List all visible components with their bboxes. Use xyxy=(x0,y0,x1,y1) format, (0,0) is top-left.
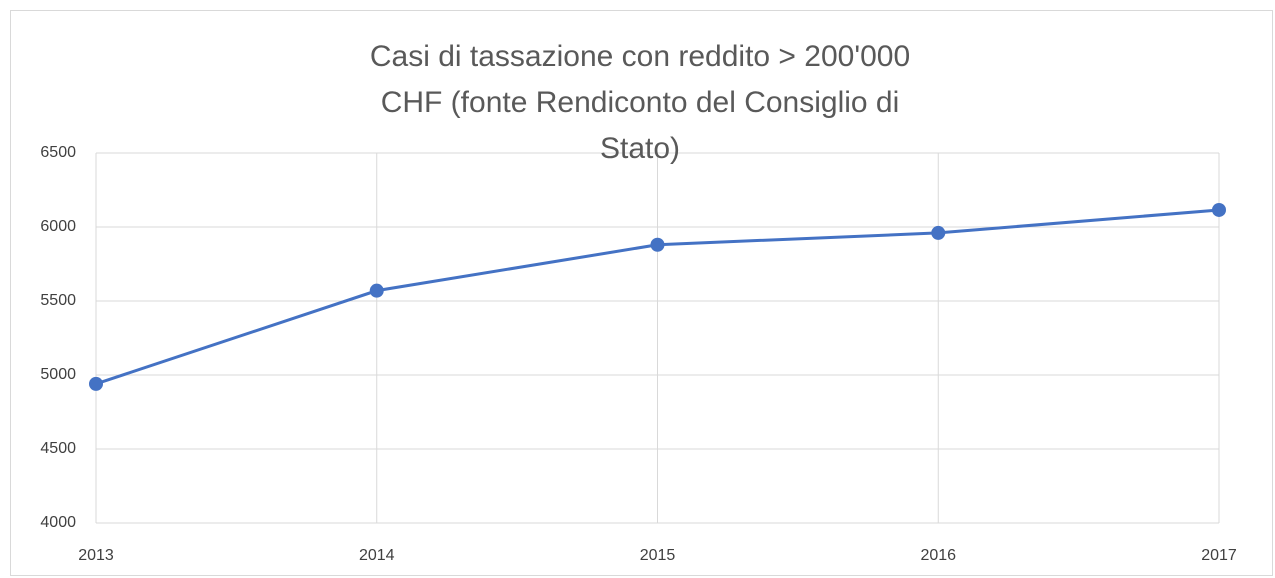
x-tick-label: 2013 xyxy=(78,547,114,564)
marker xyxy=(650,237,665,252)
marker xyxy=(369,283,384,298)
x-tick-label: 2017 xyxy=(1201,547,1237,564)
y-tick-label: 6000 xyxy=(40,218,76,235)
y-tick-label: 4500 xyxy=(40,440,76,457)
x-tick-label: 2015 xyxy=(640,547,676,564)
y-tick-label: 5000 xyxy=(40,366,76,383)
chart-title: Casi di tassazione con reddito > 200'000… xyxy=(369,40,911,165)
y-tick-label: 6500 xyxy=(40,144,76,161)
x-tick-label: 2014 xyxy=(359,547,395,564)
marker xyxy=(931,225,946,240)
marker xyxy=(1212,202,1226,217)
y-tick-label: 5500 xyxy=(40,292,76,309)
x-tick-label: 2016 xyxy=(920,547,956,564)
marker xyxy=(89,376,103,391)
y-tick-label: 4000 xyxy=(40,514,76,531)
chart-frame xyxy=(10,10,1273,576)
